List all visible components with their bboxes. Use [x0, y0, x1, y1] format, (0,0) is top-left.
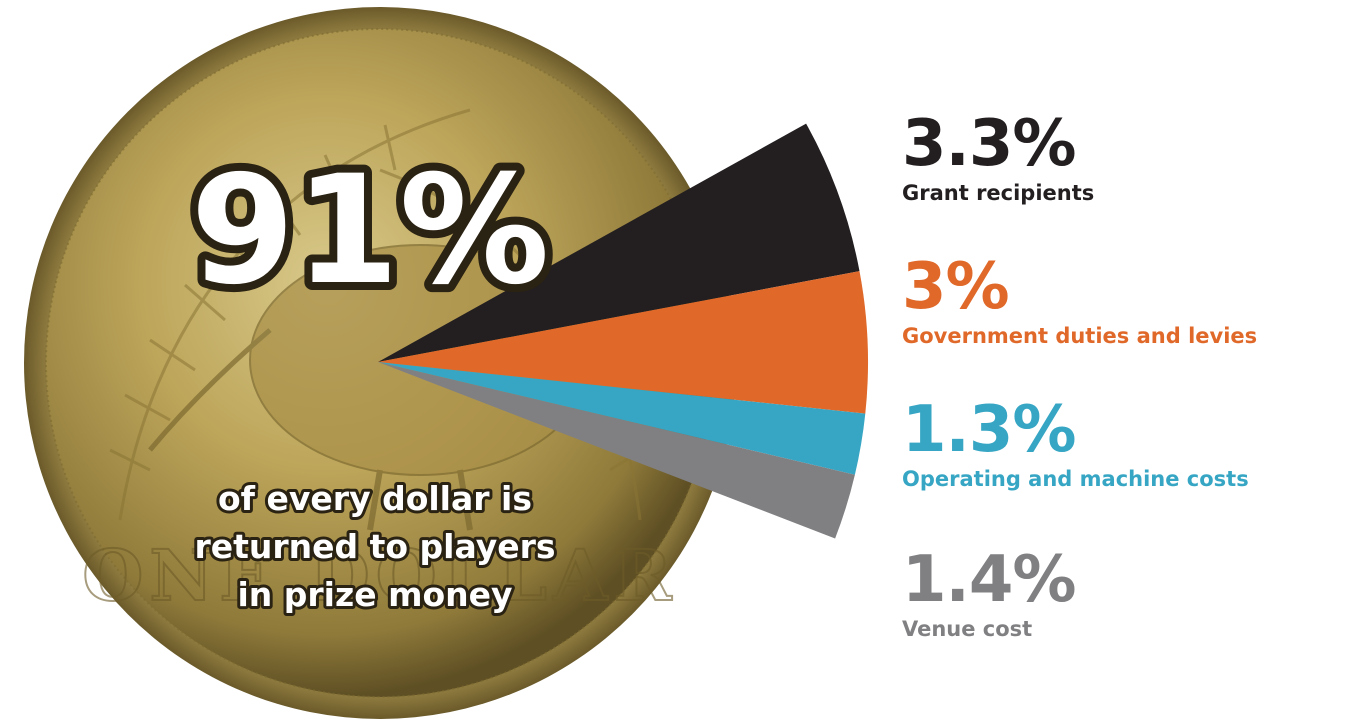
- center-caption-line-2: returned to players: [194, 527, 555, 566]
- slice-value-label: 1.3%: [902, 393, 1077, 467]
- slice-value-label: 3.3%: [902, 107, 1077, 181]
- legend-item-operating-costs: 1.3% Operating and machine costs: [902, 398, 1362, 492]
- pie-slice-operating-and-machine-costs: [378, 362, 866, 475]
- pie-wedges: [378, 123, 869, 539]
- slice-category-label: Grant recipients: [902, 181, 1095, 205]
- slice-category-label: Venue cost: [902, 617, 1033, 641]
- coin-inscription: ONE DOLLAR: [82, 534, 677, 617]
- slice-category-label: Government duties and levies: [902, 324, 1258, 348]
- legend-item-government-duties: 3% Government duties and levies: [902, 255, 1362, 349]
- legend-item-venue-cost: 1.4% Venue cost: [902, 548, 1362, 642]
- center-value: 91%: [190, 144, 549, 318]
- slice-category-label: Operating and machine costs: [902, 467, 1249, 491]
- pie-slice-venue-cost: [378, 362, 855, 539]
- legend-item-grant-recipients: 3.3% Grant recipients: [902, 112, 1362, 206]
- slice-value-label: 1.4%: [902, 543, 1077, 617]
- center-caption-line-1: of every dollar is: [218, 479, 532, 518]
- pie-slice-grant-recipients: [378, 123, 860, 362]
- slice-value-label: 3%: [902, 250, 1010, 324]
- pie-slice-government-duties-and-levies: [378, 271, 869, 414]
- center-caption-line-3: in prize money: [237, 575, 512, 614]
